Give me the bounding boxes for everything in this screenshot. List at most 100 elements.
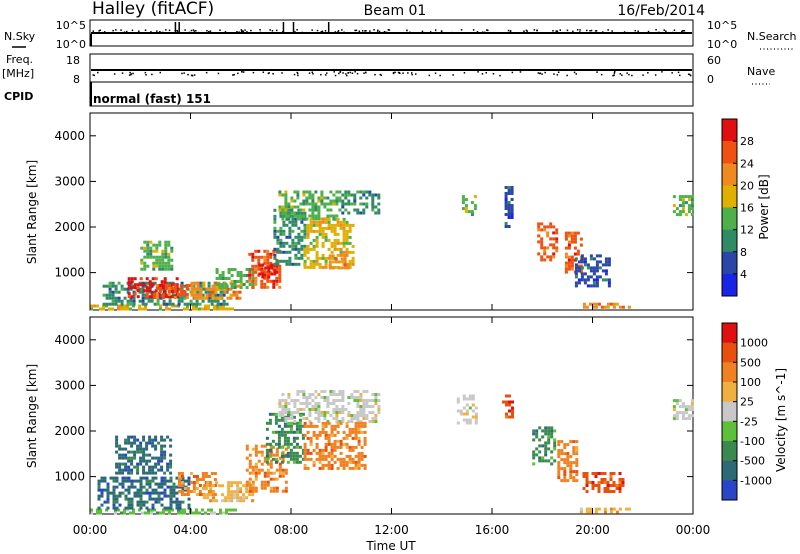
heatmap-cell xyxy=(183,307,186,311)
nsearch-dot xyxy=(271,30,274,32)
heatmap-cell xyxy=(210,299,214,303)
heatmap-cell xyxy=(146,240,150,244)
heatmap-cell xyxy=(690,213,694,217)
nave-dot xyxy=(272,73,274,75)
heatmap-cell xyxy=(148,453,152,457)
heatmap-cell xyxy=(331,266,335,270)
heatmap-cell xyxy=(234,508,237,512)
heatmap-cell xyxy=(170,290,174,293)
heatmap-cell xyxy=(97,485,101,489)
heatmap-cell xyxy=(130,497,134,501)
heatmap-cell xyxy=(169,491,173,495)
heatmap-cell xyxy=(339,253,343,257)
heatmap-cell xyxy=(164,255,168,259)
nsearch-dot xyxy=(112,29,114,32)
heatmap-cell xyxy=(196,296,200,300)
heatmap-cell xyxy=(254,465,258,469)
nsearch-dot xyxy=(386,31,388,34)
heatmap-cell xyxy=(222,302,226,306)
heatmap-cell xyxy=(105,508,108,512)
heatmap-cell xyxy=(266,249,270,253)
heatmap-cell xyxy=(338,393,342,396)
nsearch-dot xyxy=(244,29,246,31)
heatmap-cell xyxy=(111,290,115,294)
heatmap-cell xyxy=(157,456,161,460)
heatmap-cell xyxy=(236,499,240,503)
heatmap-cell xyxy=(318,226,322,230)
heatmap-cell xyxy=(560,458,564,462)
heatmap-cell xyxy=(576,231,580,235)
nsearch-dot xyxy=(523,30,525,32)
heatmap-cell xyxy=(324,217,328,221)
heatmap-cell xyxy=(342,226,346,230)
heatmap-cell xyxy=(467,210,471,214)
heatmap-cell xyxy=(323,417,327,420)
heatmap-cell xyxy=(540,243,544,247)
heatmap-cell xyxy=(351,436,355,440)
heatmap-cell xyxy=(555,231,559,235)
heatmap-cell xyxy=(342,250,346,254)
heatmap-cell xyxy=(145,447,149,451)
heatmap-cell xyxy=(221,493,225,497)
heatmap-cell xyxy=(303,244,307,248)
heatmap-cell xyxy=(582,472,586,475)
heatmap-cell xyxy=(371,199,375,203)
heatmap-cell xyxy=(300,238,304,242)
heatmap-cell xyxy=(333,460,337,464)
nsearch-dot xyxy=(250,29,252,32)
y-tick-label: 3000 xyxy=(54,174,85,188)
heatmap-cell xyxy=(245,490,249,494)
heatmap-cell xyxy=(209,487,213,491)
heatmap-cell xyxy=(127,479,131,483)
heatmap-cell xyxy=(189,490,193,493)
heatmap-cell xyxy=(169,438,173,442)
heatmap-cell xyxy=(263,255,267,259)
heatmap-cell xyxy=(222,511,225,515)
heatmap-cell xyxy=(273,208,277,212)
heatmap-cell xyxy=(675,414,679,418)
nsearch-dot xyxy=(120,29,122,31)
heatmap-cell xyxy=(317,211,321,215)
heatmap-cell xyxy=(278,205,282,209)
heatmap-cell xyxy=(333,265,337,269)
nave-dot xyxy=(566,74,568,77)
heatmap-cell xyxy=(118,462,122,466)
heatmap-cell xyxy=(507,207,511,210)
heatmap-cell xyxy=(302,190,306,194)
heatmap-cell xyxy=(154,488,158,492)
heatmap-cell xyxy=(263,270,267,274)
heatmap-cell xyxy=(579,264,583,268)
heatmap-cell xyxy=(353,417,357,420)
heatmap-cell xyxy=(258,272,262,276)
heatmap-cell xyxy=(155,287,159,290)
heatmap-cell xyxy=(306,235,310,239)
heatmap-cell xyxy=(365,417,369,420)
heatmap-cell xyxy=(377,196,381,200)
heatmap-cell xyxy=(321,421,325,425)
heatmap-cell xyxy=(274,415,278,419)
nave-dot xyxy=(631,74,633,77)
heatmap-cell xyxy=(336,241,340,245)
heatmap-cell xyxy=(315,436,319,440)
heatmap-cell xyxy=(142,503,146,507)
nsearch-dot xyxy=(579,31,581,33)
heatmap-cell xyxy=(323,411,327,414)
heatmap-cell xyxy=(133,292,137,296)
heatmap-cell xyxy=(193,293,197,297)
heatmap-cell xyxy=(279,250,283,254)
nsearch-dot xyxy=(594,30,597,32)
heatmap-cell xyxy=(179,287,183,290)
heatmap-cell xyxy=(263,471,267,475)
heatmap-cell xyxy=(261,272,265,276)
heatmap-cell xyxy=(371,411,375,414)
heatmap-cell xyxy=(607,263,611,267)
heatmap-cell xyxy=(130,479,134,483)
heatmap-cell xyxy=(222,299,226,303)
heatmap-cell xyxy=(145,462,149,466)
nsearch-dot xyxy=(611,30,613,32)
heatmap-cell xyxy=(462,412,466,416)
heatmap-cell xyxy=(312,265,316,269)
heatmap-cell xyxy=(348,427,352,431)
heatmap-cell xyxy=(297,208,301,212)
nsky-trace xyxy=(90,22,692,46)
